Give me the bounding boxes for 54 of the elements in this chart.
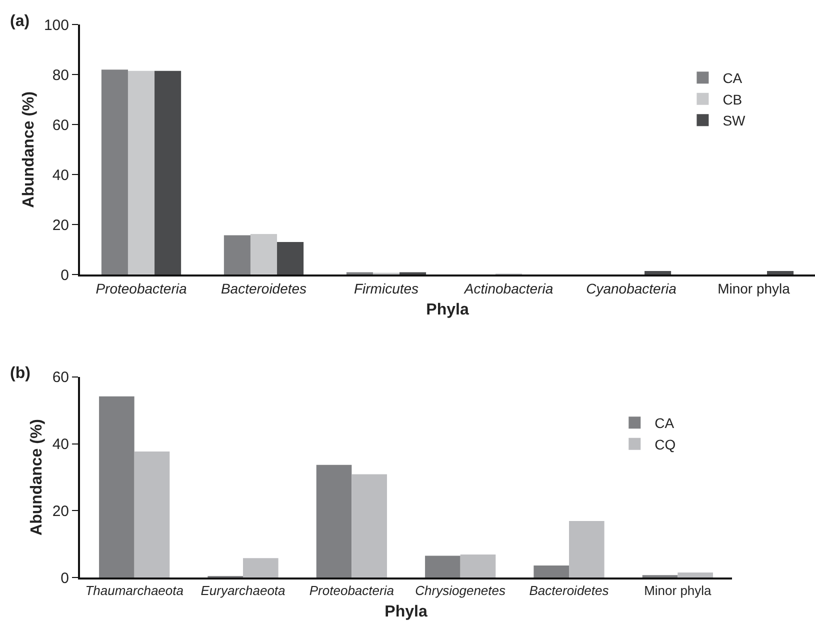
legend-label: CQ xyxy=(654,436,676,452)
y-tick-label: 0 xyxy=(60,570,69,587)
x-tick-label: Bacteroidetes xyxy=(529,583,610,598)
x-tick-label: Actinobacteria xyxy=(463,280,554,297)
bar xyxy=(642,575,678,578)
legend-label: CA xyxy=(722,70,743,86)
x-axis-title: Phyla xyxy=(384,603,428,620)
legend-label: CB xyxy=(722,91,742,108)
y-tick-label: 80 xyxy=(52,66,69,84)
y-tick-label: 40 xyxy=(52,436,69,454)
chart-title: (a) xyxy=(10,13,30,30)
bar xyxy=(352,474,387,578)
bar xyxy=(678,572,713,578)
y-axis-title: Abundance (%) xyxy=(28,419,46,536)
y-tick-label: 40 xyxy=(52,166,69,184)
bar xyxy=(346,272,373,275)
bar xyxy=(767,270,794,275)
bar xyxy=(569,521,604,578)
bar xyxy=(534,565,569,578)
y-axis-title: Abundance (%) xyxy=(20,91,38,208)
y-tick-label: 0 xyxy=(60,266,69,284)
bar xyxy=(243,558,278,578)
y-tick-label: 20 xyxy=(52,216,69,234)
y-tick-label: 60 xyxy=(52,369,69,386)
x-tick-label: Proteobacteria xyxy=(96,280,187,297)
bar xyxy=(224,235,250,275)
x-tick-label: Euryarchaeota xyxy=(200,583,286,598)
bar xyxy=(460,554,496,578)
x-tick-label: Minor phyla xyxy=(718,280,790,297)
x-tick-label: Bacteroidetes xyxy=(220,280,307,297)
bar xyxy=(128,70,155,275)
bar xyxy=(277,242,304,275)
bar xyxy=(644,270,672,275)
x-tick-label: Cyanobacteria xyxy=(586,280,677,297)
y-tick-label: 100 xyxy=(44,16,69,34)
x-tick-label: Proteobacteria xyxy=(309,583,394,598)
x-tick-label: Minor phyla xyxy=(644,583,712,598)
bar xyxy=(154,70,182,275)
y-tick-label: 20 xyxy=(52,502,69,520)
bar xyxy=(316,464,352,578)
x-axis-title: Phyla xyxy=(426,302,469,319)
bar xyxy=(425,556,460,578)
chart-title: (b) xyxy=(10,365,30,382)
y-tick-label: 60 xyxy=(52,116,69,134)
bar xyxy=(250,234,278,275)
bar xyxy=(99,396,134,578)
legend-label: SW xyxy=(722,112,746,129)
bar xyxy=(134,452,170,578)
x-tick-label: Chrysiogenetes xyxy=(415,583,506,598)
x-tick-label: Firmicutes xyxy=(354,280,419,297)
legend-label: CA xyxy=(654,415,675,432)
x-tick-label: Thaumarchaeota xyxy=(85,583,184,598)
bar xyxy=(101,70,128,275)
bar xyxy=(400,272,426,275)
